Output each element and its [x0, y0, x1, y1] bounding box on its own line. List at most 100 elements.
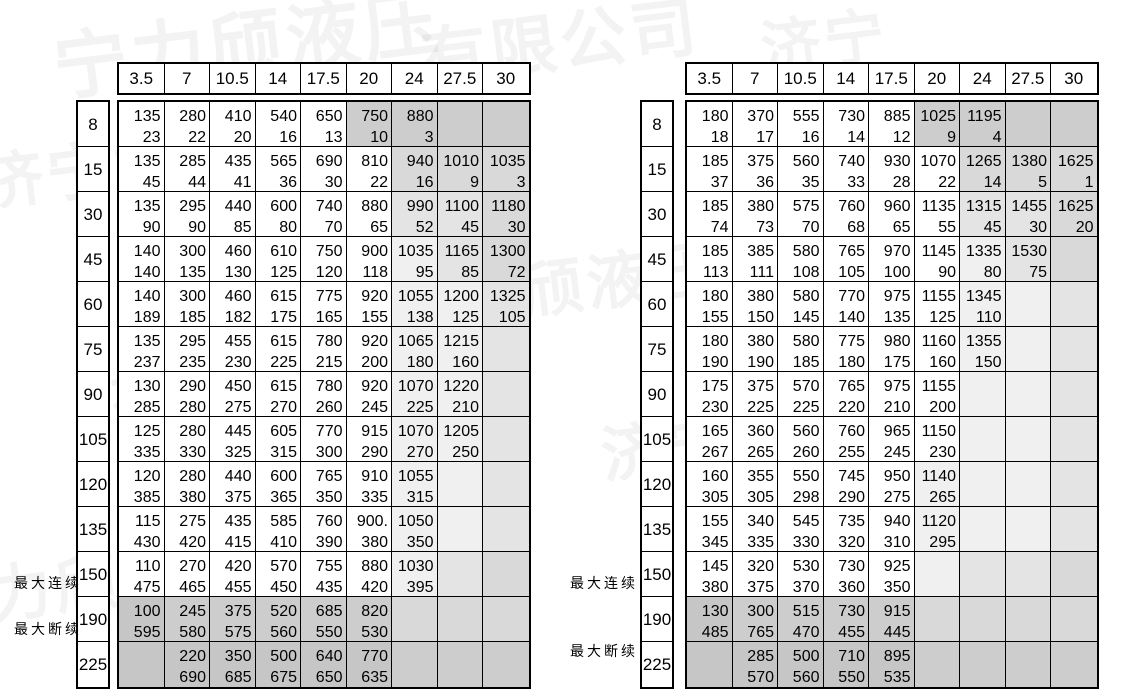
cell-value-top: 450 [224, 378, 252, 395]
cell-value-top: 375 [747, 153, 774, 170]
cell-value-top: 175 [701, 378, 729, 395]
cell-value-top: 285 [179, 153, 206, 170]
data-cell [1005, 552, 1051, 596]
data-cell [1051, 642, 1097, 687]
cell-value-bottom: 13 [324, 129, 343, 146]
cell-value-bottom: 380 [361, 534, 388, 551]
row-label-cell: 190 [642, 597, 672, 642]
data-cell: 435 415 [210, 507, 256, 551]
cell-value-bottom: 255 [838, 444, 865, 461]
cell-value-top: 290 [179, 378, 206, 395]
cell-value-top: 1335 [965, 243, 1002, 260]
data-cell: 1050 350 [392, 507, 438, 551]
table-row: 125 335 280 330 445 325 605 315 770 300 915 290 1070… [119, 417, 529, 462]
data-cell [392, 597, 438, 641]
data-cell: 770 635 [346, 642, 392, 687]
data-cell: 730 360 [823, 552, 869, 596]
cell-value-bottom: 450 [270, 579, 297, 596]
data-cell: 1380 5 [1005, 147, 1051, 191]
cell-value-top: 895 [883, 648, 911, 665]
data-cell: 550 298 [778, 462, 824, 506]
cell-value-bottom: 105 [838, 264, 865, 281]
cell-value-bottom: 65 [892, 219, 911, 236]
data-cell [687, 642, 733, 687]
cell-value-top: 1165 [444, 243, 479, 260]
cell-value-top: 1625 [1057, 198, 1094, 215]
cell-value-bottom: 275 [883, 489, 911, 506]
data-cell [1051, 282, 1097, 326]
cell-value-top: 640 [315, 648, 343, 665]
cell-value-bottom: 420 [179, 534, 206, 551]
data-cell: 360 265 [732, 417, 778, 461]
data-cell: 605 315 [255, 417, 301, 461]
cell-value-top: 965 [883, 423, 911, 440]
data-cell: 500 560 [778, 642, 824, 687]
cell-value-top: 1530 [1011, 243, 1047, 260]
cell-value-top: 135 [133, 153, 161, 170]
table-row: 130 485 300 765 515 470 730 455 915 445 [687, 597, 1097, 642]
data-cell: 1155 200 [914, 372, 960, 416]
cell-value-top: 155 [701, 513, 729, 530]
cell-value-bottom: 14 [847, 129, 865, 146]
data-cell: 690 30 [301, 147, 347, 191]
cell-value-bottom: 225 [792, 399, 820, 416]
data-cell: 755 435 [301, 552, 347, 596]
data-cell: 120 385 [119, 462, 165, 506]
data-cell: 760 390 [301, 507, 347, 551]
cell-value-bottom: 44 [188, 174, 206, 191]
cell-value-top: 185 [701, 243, 729, 260]
cell-value-top: 1160 [921, 333, 956, 350]
cell-value-top: 320 [747, 558, 774, 575]
data-cell: 975 210 [869, 372, 915, 416]
cell-value-top: 735 [838, 513, 865, 530]
cell-value-top: 690 [315, 153, 343, 170]
data-cell [119, 642, 165, 687]
table-row: 135 45 285 44 435 41 565 36 690 30 810 22 940 16 1010 9… [119, 147, 529, 192]
data-cell: 1220 210 [437, 372, 483, 416]
data-cell [1051, 462, 1097, 506]
cell-value-top: 1035 [397, 243, 434, 260]
cell-value-top: 440 [224, 468, 252, 485]
cell-value-bottom: 335 [361, 489, 388, 506]
cell-value-top: 1455 [1011, 198, 1047, 215]
data-cell: 450 275 [210, 372, 256, 416]
data-cell: 1025 9 [914, 102, 960, 146]
table-row: 140 140 300 135 460 130 610 125 750 120 900 118 1035… [119, 237, 529, 282]
data-cell: 280 330 [164, 417, 210, 461]
cell-value-top: 610 [270, 243, 297, 260]
cell-value-bottom: 200 [929, 399, 956, 416]
cell-value-bottom: 1 [1084, 174, 1094, 191]
data-cell: 1135 55 [914, 192, 960, 236]
cell-value-bottom: 118 [362, 264, 388, 281]
data-cell: 135 23 [119, 102, 165, 146]
cell-value-bottom: 55 [938, 219, 956, 236]
cell-value-bottom: 175 [883, 354, 911, 371]
row-label-cell: 60 [78, 282, 108, 327]
data-cell [1005, 462, 1051, 506]
data-cell: 775 165 [301, 282, 347, 326]
cell-value-bottom: 305 [747, 489, 774, 506]
cell-value-bottom: 175 [270, 309, 297, 326]
data-cell: 920 155 [346, 282, 392, 326]
data-cell: 1155 125 [914, 282, 960, 326]
cell-value-top: 765 [315, 468, 343, 485]
data-cell: 1120 295 [914, 507, 960, 551]
data-cell [483, 507, 529, 551]
data-cell: 580 108 [778, 237, 824, 281]
cell-value-top: 740 [838, 153, 865, 170]
data-cell: 810 22 [346, 147, 392, 191]
cell-value-top: 545 [792, 513, 820, 530]
cell-value-top: 570 [792, 378, 820, 395]
cell-value-top: 270 [179, 558, 206, 575]
cell-value-top: 1625 [1057, 153, 1094, 170]
table-row: 155 345 340 335 545 330 735 320 940 310 1120 295 [687, 507, 1097, 552]
cell-value-top: 780 [315, 333, 343, 350]
cell-value-bottom: 265 [929, 489, 956, 506]
cell-value-bottom: 12 [892, 129, 911, 146]
cell-value-top: 770 [315, 423, 343, 440]
data-cell: 275 420 [164, 507, 210, 551]
data-cell [1005, 597, 1051, 641]
data-cell: 500 675 [255, 642, 301, 687]
cell-value-bottom: 45 [461, 219, 479, 236]
cell-value-bottom: 225 [406, 399, 434, 416]
